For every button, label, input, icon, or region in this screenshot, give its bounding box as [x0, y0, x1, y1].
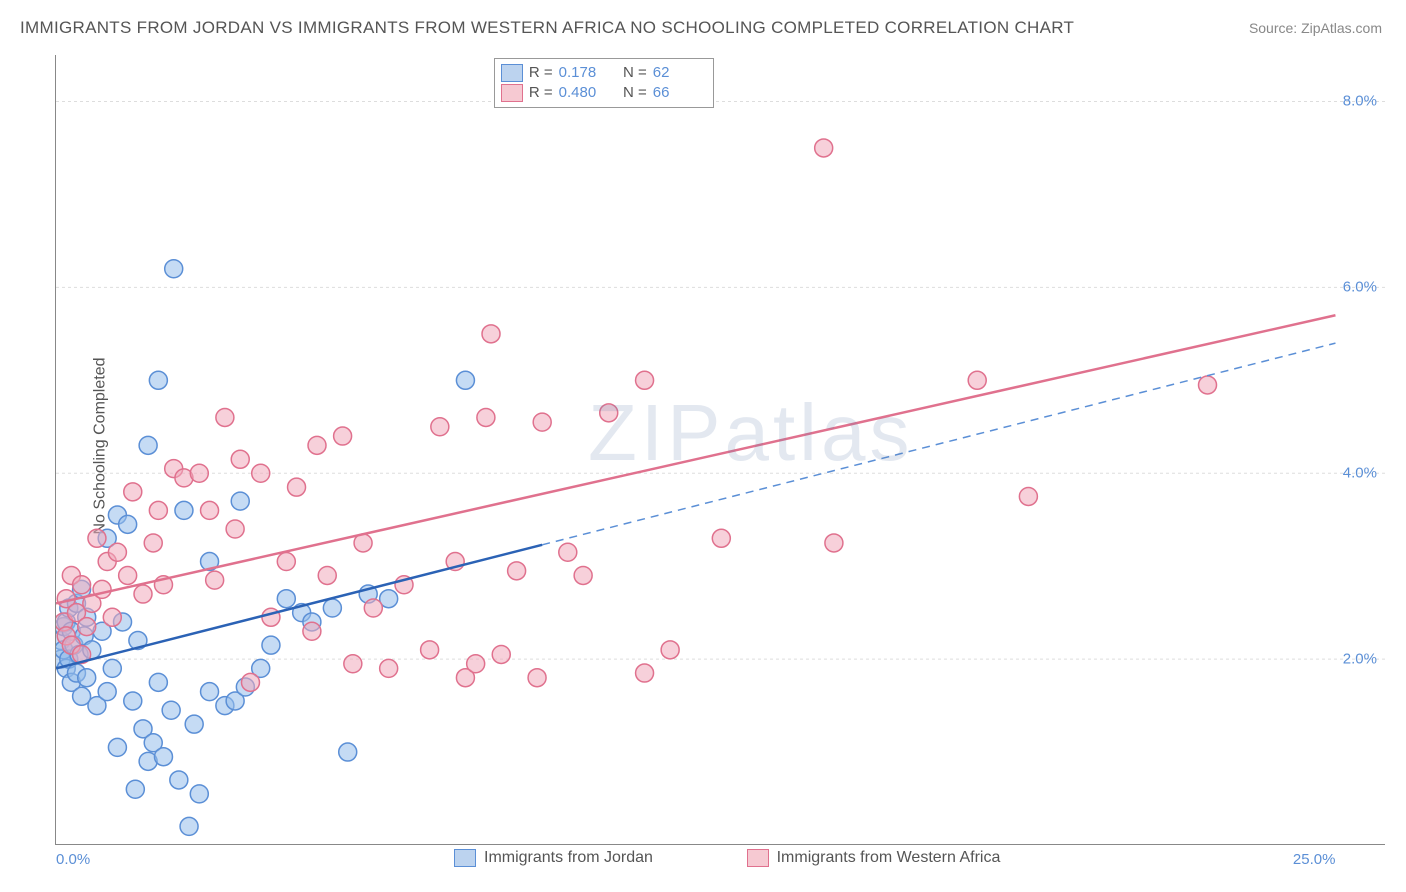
legend-row: R = 0.480 N = 66	[501, 83, 703, 103]
x-tick-label: 25.0%	[1293, 851, 1336, 868]
y-tick-label: 6.0%	[1343, 279, 1377, 296]
legend-row: R = 0.178 N = 62	[501, 63, 703, 83]
chart-title: IMMIGRANTS FROM JORDAN VS IMMIGRANTS FRO…	[20, 18, 1074, 38]
legend-label: Immigrants from Western Africa	[777, 849, 1001, 867]
legend-label: Immigrants from Jordan	[484, 849, 653, 867]
legend-correlation: R = 0.178 N = 62R = 0.480 N = 66	[494, 58, 714, 108]
swatch-icon	[454, 849, 476, 867]
source-prefix: Source:	[1249, 20, 1301, 36]
legend-series-western-africa: Immigrants from Western Africa	[747, 849, 1001, 867]
plot-svg	[56, 55, 1385, 844]
y-tick-label: 8.0%	[1343, 93, 1377, 110]
y-tick-label: 4.0%	[1343, 465, 1377, 482]
source-name: ZipAtlas.com	[1301, 20, 1382, 36]
source-attribution: Source: ZipAtlas.com	[1249, 20, 1382, 36]
plot-area: ZIPatlas 2.0%4.0%6.0%8.0%0.0%25.0%	[55, 55, 1385, 845]
y-tick-label: 2.0%	[1343, 651, 1377, 668]
swatch-icon	[501, 84, 523, 102]
x-tick-label: 0.0%	[56, 851, 90, 868]
swatch-icon	[501, 64, 523, 82]
legend-series-jordan: Immigrants from Jordan	[454, 849, 653, 867]
swatch-icon	[747, 849, 769, 867]
